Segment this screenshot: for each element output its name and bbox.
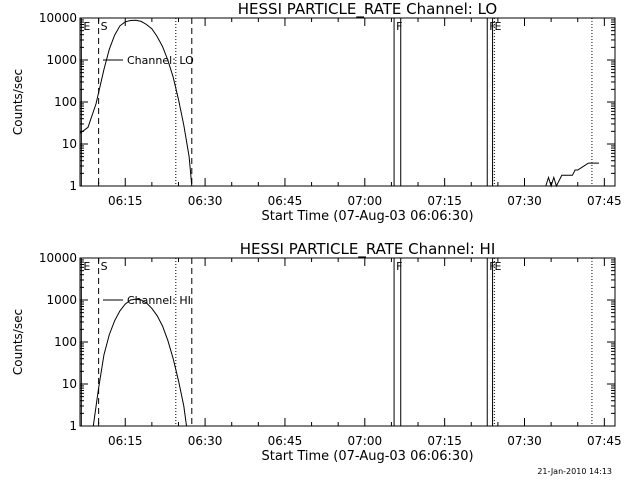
event-marker-label: F [396,20,402,33]
x-tick-label: 07:00 [348,194,383,208]
chart-title: HESSI PARTICLE_RATE Channel: HI [240,240,496,259]
event-marker-label: S [101,260,108,273]
y-tick-label: 10 [62,377,77,391]
x-tick-label: 07:45 [587,194,622,208]
x-tick-label: 07:15 [427,434,462,448]
y-tick-label: 10000 [39,11,77,25]
y-axis-label: Counts/sec [11,309,25,375]
x-tick-label: 06:15 [108,194,143,208]
series-line-1 [79,19,193,187]
x-tick-label: 06:30 [188,194,223,208]
y-tick-label: 10 [62,137,77,151]
y-tick-label: 10000 [39,251,77,265]
legend-label: Channel: LO [127,54,194,67]
event-marker-label: F [396,260,402,273]
chart-panel-2: HESSI PARTICLE_RATE Channel: HI Counts/se… [11,240,622,464]
x-axis-label: Start Time (07-Aug-03 06:06:30) [261,449,473,464]
y-tick-label: 100 [54,95,77,109]
y-tick-label: 1000 [46,293,77,307]
event-marker-label: E [495,260,502,273]
plot-frame [79,257,616,427]
series-line-1 [92,298,187,427]
footer-date: 21-Jan-2010 14:13 [537,467,612,476]
event-marker-label: S [101,20,108,33]
event-marker-label: E [83,20,90,33]
x-tick-label: 07:00 [348,434,383,448]
y-tick-label: 100 [54,335,77,349]
series-line-2 [545,162,599,188]
x-tick-label: 07:30 [507,434,542,448]
x-tick-label: 06:45 [268,434,303,448]
event-marker-label: E [495,20,502,33]
x-tick-label: 07:45 [587,434,622,448]
x-tick-label: 06:30 [188,434,223,448]
x-tick-label: 07:15 [427,194,462,208]
y-tick-label: 1000 [46,53,77,67]
legend-label: Channel: HI [127,294,191,307]
x-tick-label: 07:30 [507,194,542,208]
x-axis-label: Start Time (07-Aug-03 06:06:30) [261,209,473,224]
event-marker-label: E [83,260,90,273]
chart-panel-1: HESSI PARTICLE_RATE Channel: LO Counts/se… [11,0,622,224]
x-tick-label: 06:45 [268,194,303,208]
y-tick-label: 1 [69,179,77,193]
y-tick-label: 1 [69,419,77,433]
chart-title: HESSI PARTICLE_RATE Channel: LO [238,0,497,19]
y-axis-label: Counts/sec [11,69,25,135]
x-tick-label: 06:15 [108,434,143,448]
